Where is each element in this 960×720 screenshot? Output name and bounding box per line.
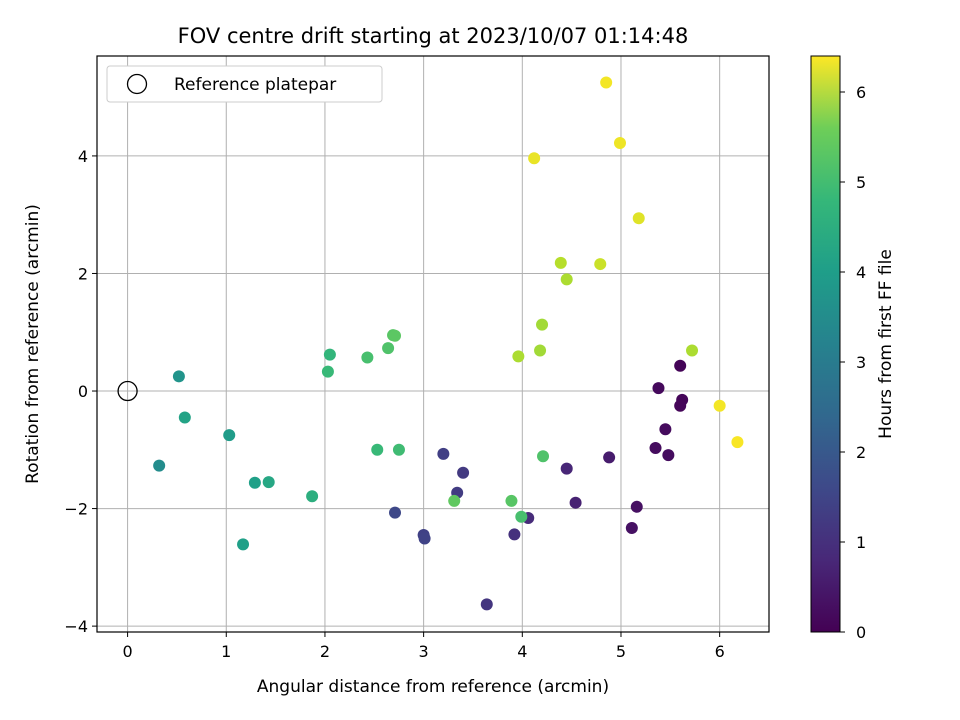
colorbar-ticks: 0 1 2 3 4 5 6 [840,83,866,642]
scatter-point [153,459,166,472]
chart-title: FOV centre drift starting at 2023/10/07 … [178,24,689,48]
scatter-point [172,370,185,383]
scatter-point [713,399,726,412]
scatter-point [323,348,336,361]
scatter-point [603,451,616,464]
scatter-point [625,521,638,534]
legend-label: Reference platepar [174,75,336,95]
scatter-point [537,450,550,463]
y-axis-label: Rotation from reference (arcmin) [23,204,43,484]
scatter-point [382,342,395,355]
colorbar-tick-label: 2 [856,443,866,462]
scatter-point [674,399,687,412]
x-axis-ticks: 0 1 2 3 4 5 6 [122,632,725,661]
plot-area-frame [96,55,770,633]
scatter-point [371,443,384,456]
scatter-point [389,329,402,342]
scatter-point [731,436,744,449]
scatter-point [262,476,275,489]
scatter-point [686,344,699,357]
reference-marker-group [117,380,138,402]
scatter-point [321,365,334,378]
y-tick-label: 2 [78,264,88,283]
colorbar-tick-label: 4 [856,263,866,282]
colorbar-label: Hours from first FF file [876,249,896,439]
scatter-point [528,152,541,165]
colorbar-gradient [810,55,841,633]
scatter-point [389,506,402,519]
scatter-point [505,494,518,507]
scatter-point [306,490,319,503]
scatter-point [480,598,493,611]
scatter-point [361,351,374,364]
y-tick-label: −4 [64,617,88,636]
colorbar-tick-label: 5 [856,173,866,192]
x-tick-label: 5 [616,642,626,661]
scatter-point [652,382,665,395]
x-tick-label: 3 [419,642,429,661]
scatter-point [418,532,431,545]
scatter-point [536,318,549,331]
x-tick-label: 1 [221,642,231,661]
scatter-point [613,136,626,149]
scatter-point [515,510,528,523]
scatter-points [153,76,744,611]
scatter-point [223,429,236,442]
scatter-point [600,76,613,89]
y-tick-label: 4 [78,147,88,166]
scatter-point [534,344,547,357]
y-tick-label: −2 [64,500,88,519]
reference-platepar-marker [117,380,138,402]
scatter-point [512,350,525,363]
y-tick-label: 0 [78,382,88,401]
scatter-point [649,442,662,455]
scatter-point [569,496,582,509]
scatter-point [508,528,521,541]
scatter-point [630,500,643,513]
scatter-point [437,447,450,460]
x-axis-label: Angular distance from reference (arcmin) [257,677,609,697]
colorbar: 0 1 2 3 4 5 6 Hours from first FF file [810,55,896,642]
legend: Reference platepar [106,65,383,103]
scatter-point [560,462,573,475]
legend-reference-marker [126,73,148,95]
scatter-point [560,273,573,286]
scatter-point [659,423,672,436]
scatter-point [178,411,191,424]
scatter-point [457,466,470,479]
grid-lines [97,56,769,632]
x-tick-label: 0 [122,642,132,661]
scatter-point [674,359,687,372]
scatter-point [632,212,645,225]
scatter-point [554,256,567,269]
colorbar-tick-label: 3 [856,353,866,372]
scatter-point [594,258,607,271]
x-tick-label: 6 [715,642,725,661]
scatter-point [248,476,261,489]
y-axis-ticks: −4 −2 0 2 4 [64,147,97,636]
legend-box [106,65,383,103]
scatter-point [662,449,675,462]
colorbar-tick-label: 0 [856,623,866,642]
scatter-point [392,443,405,456]
x-tick-label: 2 [320,642,330,661]
colorbar-tick-label: 1 [856,533,866,552]
colorbar-tick-label: 6 [856,83,866,102]
scatter-point [448,494,461,507]
scatter-point [237,538,250,551]
x-tick-label: 4 [517,642,527,661]
